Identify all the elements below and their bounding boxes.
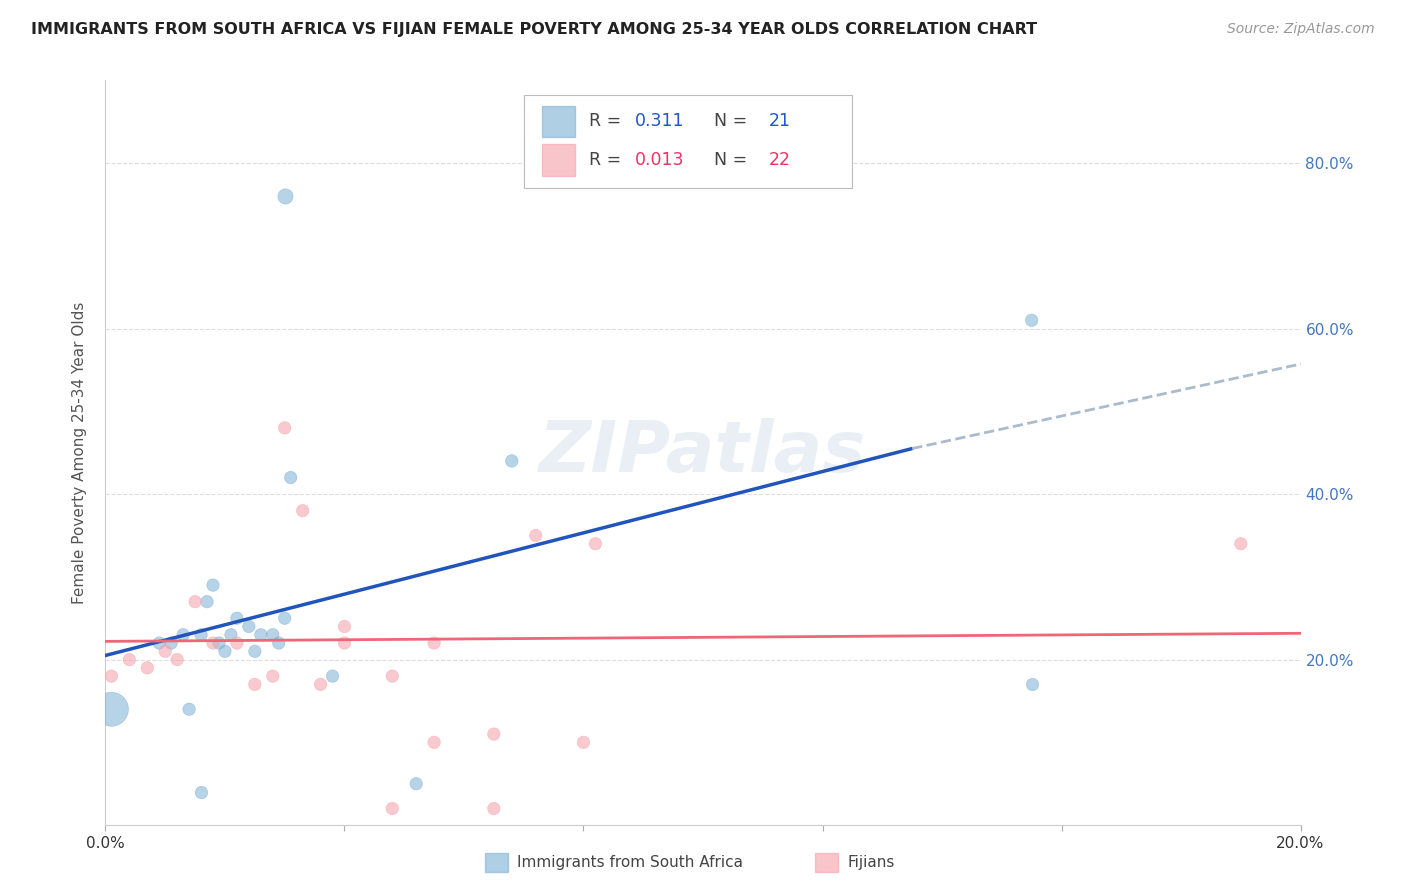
Point [238, 619, 260, 633]
Point [524, 528, 547, 542]
Point [184, 594, 207, 608]
Y-axis label: Female Poverty Among 25-34 Year Olds: Female Poverty Among 25-34 Year Olds [72, 301, 87, 604]
Point [136, 661, 159, 675]
Point [572, 735, 595, 749]
Point [208, 636, 231, 650]
Text: Source: ZipAtlas.com: Source: ZipAtlas.com [1227, 22, 1375, 37]
Point [423, 636, 446, 650]
Text: N =: N = [703, 151, 752, 169]
Point [190, 785, 212, 799]
Text: ZIPatlas: ZIPatlas [540, 418, 866, 487]
Text: 0.013: 0.013 [636, 151, 685, 169]
Point [160, 636, 183, 650]
Point [273, 189, 295, 203]
Point [482, 727, 505, 741]
Text: R =: R = [589, 112, 627, 130]
Point [309, 677, 332, 691]
Point [405, 777, 427, 791]
FancyBboxPatch shape [524, 95, 852, 188]
FancyBboxPatch shape [541, 105, 575, 136]
Point [214, 644, 236, 658]
Point [1021, 313, 1043, 327]
Point [262, 669, 284, 683]
Point [291, 503, 314, 517]
Point [172, 628, 194, 642]
Point [225, 611, 249, 625]
Text: 0.311: 0.311 [636, 112, 685, 130]
Point [273, 611, 295, 625]
Point [202, 578, 225, 592]
Text: 22: 22 [769, 151, 790, 169]
Point [243, 644, 266, 658]
Point [118, 652, 141, 666]
Point [267, 636, 290, 650]
Point [100, 669, 122, 683]
Text: Immigrants from South Africa: Immigrants from South Africa [517, 855, 744, 870]
Point [148, 636, 170, 650]
Point [333, 619, 356, 633]
Point [155, 644, 177, 658]
Point [585, 537, 607, 551]
Point [381, 669, 404, 683]
Point [250, 628, 273, 642]
Point [381, 801, 404, 815]
Point [273, 421, 295, 435]
Point [482, 801, 505, 815]
Point [219, 628, 242, 642]
Point [166, 652, 188, 666]
Text: 21: 21 [769, 112, 790, 130]
Point [202, 636, 225, 650]
Point [195, 594, 218, 608]
Text: IMMIGRANTS FROM SOUTH AFRICA VS FIJIAN FEMALE POVERTY AMONG 25-34 YEAR OLDS CORR: IMMIGRANTS FROM SOUTH AFRICA VS FIJIAN F… [31, 22, 1038, 37]
Point [280, 470, 302, 484]
Text: R =: R = [589, 151, 627, 169]
Point [190, 628, 212, 642]
Text: N =: N = [703, 112, 752, 130]
Point [262, 628, 284, 642]
Text: Fijians: Fijians [848, 855, 896, 870]
Point [1021, 677, 1043, 691]
Point [100, 702, 122, 716]
Point [423, 735, 446, 749]
Point [243, 677, 266, 691]
FancyBboxPatch shape [541, 145, 575, 176]
Point [333, 636, 356, 650]
Point [225, 636, 249, 650]
Point [1229, 537, 1253, 551]
Point [321, 669, 344, 683]
Point [501, 454, 523, 468]
Point [177, 702, 201, 716]
